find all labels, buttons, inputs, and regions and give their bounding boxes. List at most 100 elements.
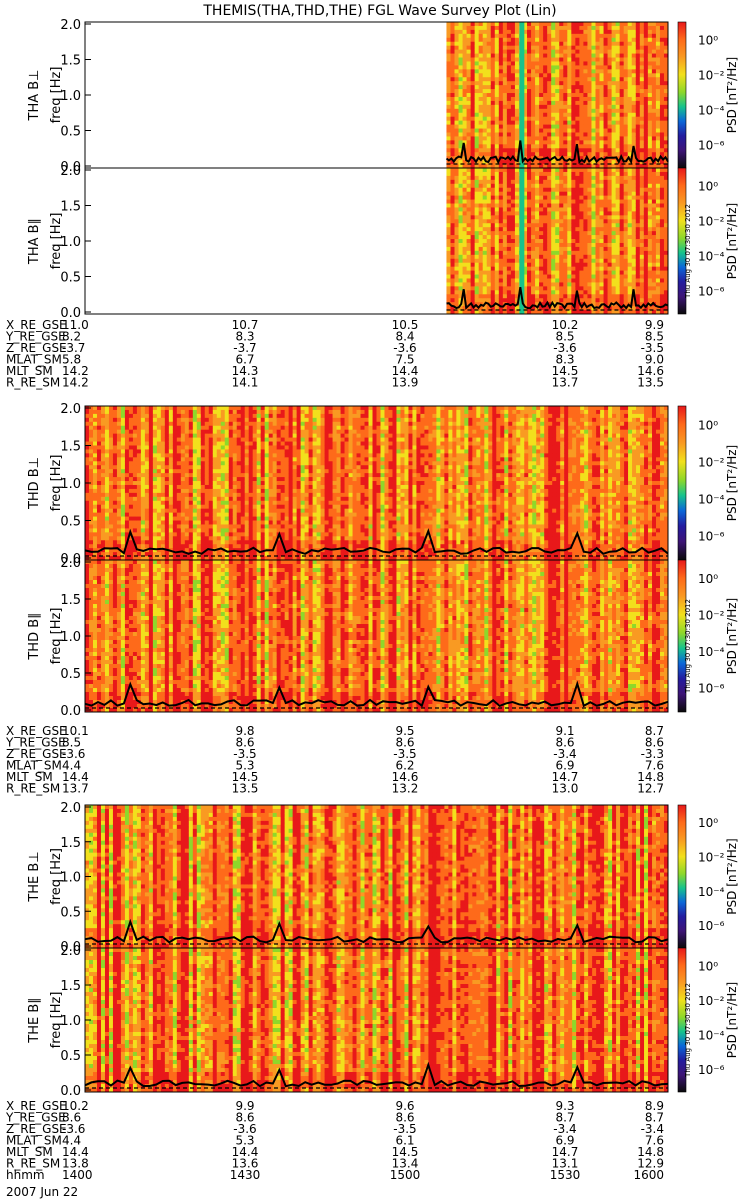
- ephemeris-value: 14.1: [232, 376, 259, 390]
- colorbar-tick: 10⁰: [698, 418, 718, 432]
- wave-survey-figure: THEMIS(THA,THD,THE) FGL Wave Survey Plot…: [0, 0, 750, 1200]
- ephemeris-value: 13.2: [392, 782, 419, 796]
- heatmap-cells: [85, 948, 668, 1092]
- panel-label: THA B∥: [27, 218, 42, 265]
- ephemeris-value: 13.5: [637, 376, 664, 390]
- colorbar-tick: 10⁻²: [698, 994, 725, 1008]
- y-tick-label: 2.0: [60, 556, 81, 571]
- colorbar-label: PSD [nT²/Hz]: [725, 982, 739, 1058]
- ephemeris-value: 1600: [633, 1168, 664, 1182]
- colorbar-gradient: [678, 22, 686, 168]
- axis-unit-label: freq [Hz]: [49, 608, 64, 665]
- colorbar-label: PSD [nT²/Hz]: [725, 838, 739, 914]
- colorbar-tick: 10⁻²: [698, 609, 725, 623]
- ephemeris-value: 1400: [62, 1168, 93, 1182]
- ephemeris-value: 1430: [230, 1168, 261, 1182]
- colorbar-tick: 10⁻⁴: [698, 1028, 725, 1042]
- colorbar-tick: 10⁰: [698, 816, 718, 830]
- ephemeris-value: 13.5: [232, 782, 259, 796]
- colorbar-tick: 10⁰: [698, 180, 718, 194]
- axis-unit-label: freq [Hz]: [49, 213, 64, 270]
- panel-label: THD B∥: [27, 612, 42, 660]
- y-tick-label: 1.5: [60, 54, 81, 69]
- colorbar-tick: 10⁻⁴: [698, 104, 725, 118]
- y-tick-label: 0.5: [60, 271, 81, 286]
- panel-label: THA B⊥: [27, 70, 42, 122]
- colorbar-tick: 10⁰: [698, 34, 718, 48]
- y-tick-label: 2.0: [60, 944, 81, 959]
- axis-unit-label: freq [Hz]: [49, 455, 64, 512]
- heatmap-cells: [446, 22, 668, 168]
- colorbar-tick: 10⁻⁴: [698, 885, 725, 899]
- y-tick-label: 0.5: [60, 667, 81, 682]
- colorbar-tick: 10⁻²: [698, 455, 725, 469]
- colorbar-tick: 10⁻⁴: [698, 492, 725, 506]
- ephemeris-value: 13.0: [552, 782, 579, 796]
- colorbar-tick: 10⁻⁶: [698, 139, 725, 153]
- colorbar-tick: 10⁻⁶: [698, 1063, 725, 1077]
- heatmap-cells: [85, 560, 668, 712]
- ephemeris-label: R_RE_SM: [6, 376, 60, 390]
- ephemeris-label: hhmm: [6, 1168, 45, 1182]
- colorbar-tick: 10⁻⁶: [698, 285, 725, 299]
- ephemeris-value: 13.7: [552, 376, 579, 390]
- colorbar-tick: 10⁻²: [698, 69, 725, 83]
- colorbar-tick: 10⁻⁴: [698, 645, 725, 659]
- colorbar-tick: 10⁰: [698, 572, 718, 586]
- axis-unit-label: freq [Hz]: [49, 992, 64, 1049]
- y-tick-label: 2.0: [60, 164, 81, 179]
- ephemeris-value: 13.7: [62, 782, 89, 796]
- panel-label: THD B⊥: [27, 457, 42, 510]
- y-tick-label: 2.0: [60, 801, 81, 816]
- colorbar-gradient: [678, 805, 686, 948]
- colorbar-tick: 10⁻⁶: [698, 682, 725, 696]
- y-tick-label: 0.5: [60, 905, 81, 920]
- y-tick-label: 0.0: [60, 1084, 81, 1099]
- y-tick-label: 1.5: [60, 593, 81, 608]
- colorbar-tick: 10⁻²: [698, 215, 725, 229]
- axis-unit-label: freq [Hz]: [49, 848, 64, 905]
- y-tick-label: 0.5: [60, 1049, 81, 1064]
- y-tick-label: 2.0: [60, 402, 81, 417]
- panel-label: THE B⊥: [27, 851, 42, 902]
- y-tick-label: 0.5: [60, 125, 81, 140]
- colorbar-tick: 10⁻⁶: [698, 529, 725, 543]
- ephemeris-label: R_RE_SM: [6, 782, 60, 796]
- y-tick-label: 0.0: [60, 704, 81, 719]
- colorbar-tick: 10⁻⁴: [698, 250, 725, 264]
- heatmap-cells: [446, 168, 668, 314]
- colorbar-label: PSD [nT²/Hz]: [725, 598, 739, 674]
- y-tick-label: 1.5: [60, 200, 81, 215]
- heatmap-cells: [85, 406, 668, 560]
- date-label: 2007 Jun 22: [6, 1185, 78, 1199]
- colorbar-tick: 10⁻⁶: [698, 919, 725, 933]
- colorbar-label: PSD [nT²/Hz]: [725, 445, 739, 521]
- colorbar-tick: 10⁻²: [698, 850, 725, 864]
- timestamp: Thu Aug 30 07:30:30 2012: [684, 204, 692, 299]
- timestamp: Thu Aug 30 07:30:30 2012: [684, 983, 692, 1078]
- y-tick-label: 2.0: [60, 18, 81, 33]
- colorbar-gradient: [678, 406, 686, 560]
- colorbar-label: PSD [nT²/Hz]: [725, 203, 739, 279]
- ephemeris-value: 1530: [550, 1168, 581, 1182]
- axis-unit-label: freq [Hz]: [49, 67, 64, 124]
- y-tick-label: 0.5: [60, 515, 81, 530]
- heatmap-cells: [85, 805, 668, 948]
- ephemeris-value: 14.2: [62, 376, 89, 390]
- ephemeris-value: 13.9: [392, 376, 419, 390]
- timestamp: Thu Aug 30 07:30:30 2012: [684, 599, 692, 694]
- colorbar-label: PSD [nT²/Hz]: [725, 57, 739, 133]
- colorbar-tick: 10⁰: [698, 959, 718, 973]
- panel-label: THE B∥: [27, 997, 42, 1043]
